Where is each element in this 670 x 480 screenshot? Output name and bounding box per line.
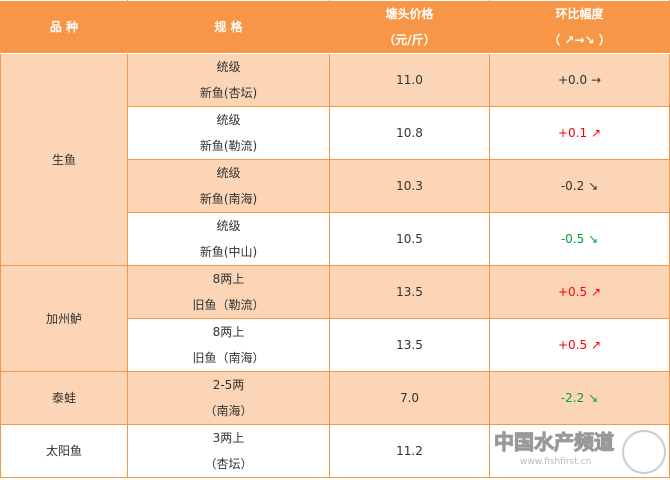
spec-grade: 3两上 [212,431,245,445]
variety-cell: 泰蛙 [0,371,128,425]
spec-cell: 统级新鱼(勒流) [127,106,330,160]
spec-cell: 统级新鱼(中山) [127,212,330,266]
spec-cell: 统级新鱼(杏坛) [127,53,330,107]
table-row: 生鱼 统级 新鱼(杏坛) 11.0 +0.0 → [0,53,670,266]
spec-grade: 2-5两 [212,378,245,392]
spec-origin: 旧鱼（勒流） [192,298,265,312]
header-spec: 规 格 [127,0,330,54]
spec-cell: 2-5两 （南海） [127,371,330,425]
spec-origin: 新鱼(杏坛) [199,86,258,100]
spec-origin: 新鱼(南海) [199,192,258,206]
watermark-text: 中国水产频道 [494,430,615,455]
header-price-unit: （元/斤） [383,33,436,47]
spec-grade: 统级 [216,113,241,127]
change-cell: -2.2 ↘ [489,371,670,425]
header-change-label: 环比幅度 [555,7,604,21]
change-cell: -0.5 ↘ [489,212,670,266]
variety-cell: 加州鲈 [0,265,128,372]
price-cell: 11.0 [329,53,490,107]
spec-origin: （南海） [204,404,253,418]
spec-origin: 旧鱼（南海） [192,351,265,365]
spec-grade: 统级 [216,60,241,74]
header-change: 环比幅度 （ ↗→↘ ） [489,0,670,54]
table-row: 加州鲈 8两上 旧鱼（勒流） 13.5 +0.5 ↗ [0,265,670,372]
price-cell: 10.8 [329,106,490,160]
spec-cell: 3两上 （杏坛） [127,424,330,478]
table-row: 太阳鱼 3两上 （杏坛） 11.2 [0,424,670,478]
price-cell: 13.5 [329,265,490,319]
spec-cell: 8两上旧鱼（南海） [127,318,330,372]
price-cell: 10.5 [329,212,490,266]
spec-grade: 统级 [216,219,241,233]
price-cell: 7.0 [329,371,490,425]
table-row: 统级 新鱼(中山) 10.5 -0.5 ↘ [1,212,670,266]
table-row: 统级 新鱼(勒流) 10.8 +0.1 ↗ [1,106,670,160]
spec-origin: 新鱼(勒流) [199,139,258,153]
price-cell: 10.3 [329,159,490,213]
price-cell: 11.2 [329,424,490,478]
spec-origin: 新鱼(中山) [199,245,258,259]
change-cell: +0.0 → [489,53,670,107]
change-cell: +0.1 ↗ [489,106,670,160]
header-price: 塘头价格 （元/斤） [329,0,490,54]
header-price-label: 塘头价格 [385,7,434,21]
spec-origin: （杏坛） [204,457,253,471]
spec-cell: 8两上旧鱼（勒流） [127,265,330,319]
header-change-legend: （ ↗→↘ ） [548,33,611,47]
spec-grade: 8两上 [212,272,245,286]
spec-grade: 统级 [216,166,241,180]
change-cell: +0.5 ↗ [489,318,670,372]
spec-cell: 统级新鱼(南海) [127,159,330,213]
change-cell: +0.5 ↗ [489,265,670,319]
header-variety: 品 种 [0,0,128,54]
table-row: 泰蛙 2-5两 （南海） 7.0 -2.2 ↘ [0,371,670,425]
variety-cell: 太阳鱼 [0,424,128,478]
watermark-url: www.fishfirst.cn [520,457,592,467]
table-row: 8两上 旧鱼（南海） 13.5 +0.5 ↗ [1,318,670,372]
globe-logo-icon [622,430,666,474]
change-cell: -0.2 ↘ [489,159,670,213]
variety-cell: 生鱼 [0,53,128,266]
table-row: 统级 新鱼(南海) 10.3 -0.2 ↘ [1,159,670,213]
price-cell: 13.5 [329,318,490,372]
table-header: 品 种 规 格 塘头价格 （元/斤） 环比幅度 （ ↗→↘ ） [0,0,670,54]
spec-grade: 8两上 [212,325,245,339]
